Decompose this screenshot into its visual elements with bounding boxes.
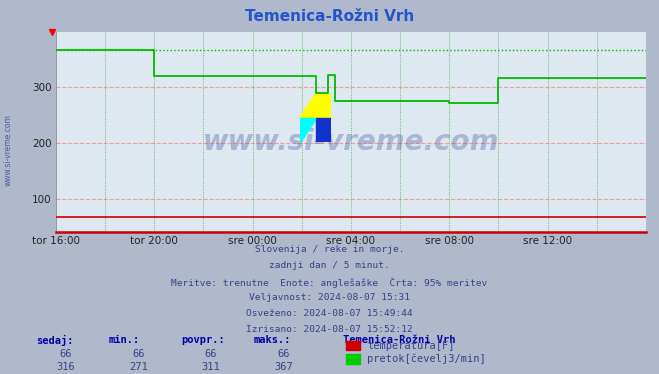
Text: Temenica-Rožni Vrh: Temenica-Rožni Vrh: [245, 9, 414, 24]
Text: Temenica-Rožni Vrh: Temenica-Rožni Vrh: [343, 335, 455, 345]
Polygon shape: [300, 118, 316, 142]
Text: sedaj:: sedaj:: [36, 335, 74, 346]
Text: Meritve: trenutne  Enote: anglešaške  Črta: 95% meritev: Meritve: trenutne Enote: anglešaške Črta…: [171, 277, 488, 288]
Text: Slovenija / reke in morje.: Slovenija / reke in morje.: [255, 245, 404, 254]
Text: 367: 367: [274, 362, 293, 372]
Polygon shape: [316, 118, 331, 142]
Text: 311: 311: [202, 362, 220, 372]
Text: povpr.:: povpr.:: [181, 335, 225, 345]
Text: Osveženo: 2024-08-07 15:49:44: Osveženo: 2024-08-07 15:49:44: [246, 309, 413, 318]
Text: pretok[čevelj3/min]: pretok[čevelj3/min]: [367, 353, 486, 364]
Polygon shape: [300, 94, 331, 118]
Text: 66: 66: [205, 349, 217, 359]
Text: temperatura[F]: temperatura[F]: [367, 341, 455, 351]
Text: 66: 66: [60, 349, 72, 359]
Text: Veljavnost: 2024-08-07 15:31: Veljavnost: 2024-08-07 15:31: [249, 293, 410, 302]
Text: zadnji dan / 5 minut.: zadnji dan / 5 minut.: [269, 261, 390, 270]
Text: 66: 66: [132, 349, 144, 359]
Text: 271: 271: [129, 362, 148, 372]
Text: www.si-vreme.com: www.si-vreme.com: [203, 128, 499, 156]
Text: Izrisano: 2024-08-07 15:52:12: Izrisano: 2024-08-07 15:52:12: [246, 325, 413, 334]
Text: www.si-vreme.com: www.si-vreme.com: [3, 114, 13, 186]
Text: 316: 316: [57, 362, 75, 372]
Text: min.:: min.:: [109, 335, 140, 345]
Text: 66: 66: [277, 349, 289, 359]
Text: maks.:: maks.:: [254, 335, 291, 345]
